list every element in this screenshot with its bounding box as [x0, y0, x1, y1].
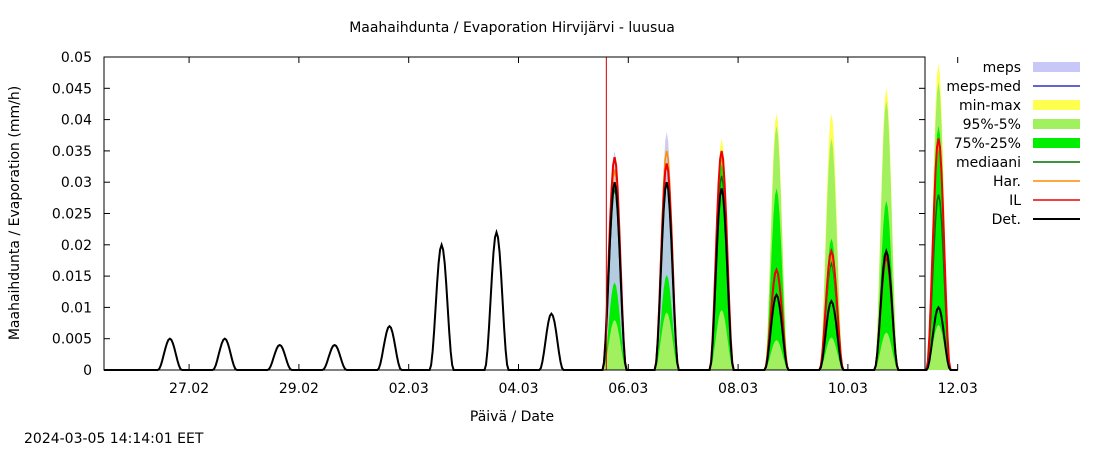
- plot-frame: [103, 56, 926, 371]
- meps-band-1: [654, 132, 679, 370]
- y-tick-label: 0.005: [52, 332, 92, 348]
- legend-label: mediaani: [956, 155, 1021, 171]
- x-tick-label: 08.03: [718, 381, 758, 397]
- x-axis-ticks: 27.02 29.02 02.03 04.03 06.03 08.03 10.03 12.03: [169, 57, 978, 397]
- y-tick-label: 0.03: [61, 175, 92, 191]
- y-tick-label: 0.04: [61, 113, 92, 129]
- x-axis-label: Päivä / Date: [470, 409, 554, 425]
- plot-area: [104, 57, 958, 371]
- legend-label: Har.: [993, 174, 1021, 190]
- legend-label: IL: [1009, 193, 1021, 209]
- legend-label: min-max: [959, 98, 1021, 114]
- legend: meps meps-med min-max 95%-5% 75%-25% mediaani…: [946, 60, 1080, 228]
- y-tick-label: 0: [83, 363, 92, 379]
- chart-title: Maahaihdunta / Evaporation Hirvijärvi - …: [349, 20, 675, 36]
- y-tick-label: 0.01: [61, 300, 92, 316]
- y-tick-label: 0.035: [52, 144, 92, 160]
- legend-label: meps: [983, 60, 1021, 76]
- legend-label: 95%-5%: [963, 117, 1021, 133]
- y-tick-label: 0.025: [52, 207, 92, 223]
- legend-label: Det.: [992, 212, 1021, 228]
- x-tick-label: 27.02: [169, 381, 209, 397]
- y-tick-label: 0.05: [61, 50, 92, 66]
- y-tick-label: 0.02: [61, 238, 92, 254]
- x-tick-label: 04.03: [498, 381, 538, 397]
- x-tick-label: 12.03: [938, 381, 978, 397]
- meps-band-0: [602, 150, 627, 370]
- legend-swatch: [1033, 100, 1080, 110]
- legend-swatch: [1033, 119, 1080, 129]
- x-tick-label: 02.03: [389, 381, 429, 397]
- y-axis-ticks: 0 0.005 0.01 0.015 0.02 0.025 0.03 0.035 0.04 0.0…: [52, 50, 925, 379]
- y-tick-label: 0.015: [52, 269, 92, 285]
- legend-swatch: [1033, 138, 1080, 148]
- x-tick-label: 29.02: [279, 381, 319, 397]
- y-axis-label: Maahaihdunta / Evaporation (mm/h): [7, 86, 23, 340]
- y-tick-label: 0.045: [52, 81, 92, 97]
- x-tick-label: 06.03: [608, 381, 648, 397]
- legend-swatch: [1033, 62, 1080, 72]
- legend-label: 75%-25%: [954, 136, 1021, 152]
- timestamp: 2024-03-05 14:14:01 EET: [24, 431, 204, 447]
- p75-p25-band-6: [926, 125, 951, 370]
- p75-p25-band-2: [709, 163, 734, 370]
- legend-label: meps-med: [946, 79, 1021, 95]
- det-line: [104, 181, 958, 371]
- x-tick-label: 10.03: [828, 381, 868, 397]
